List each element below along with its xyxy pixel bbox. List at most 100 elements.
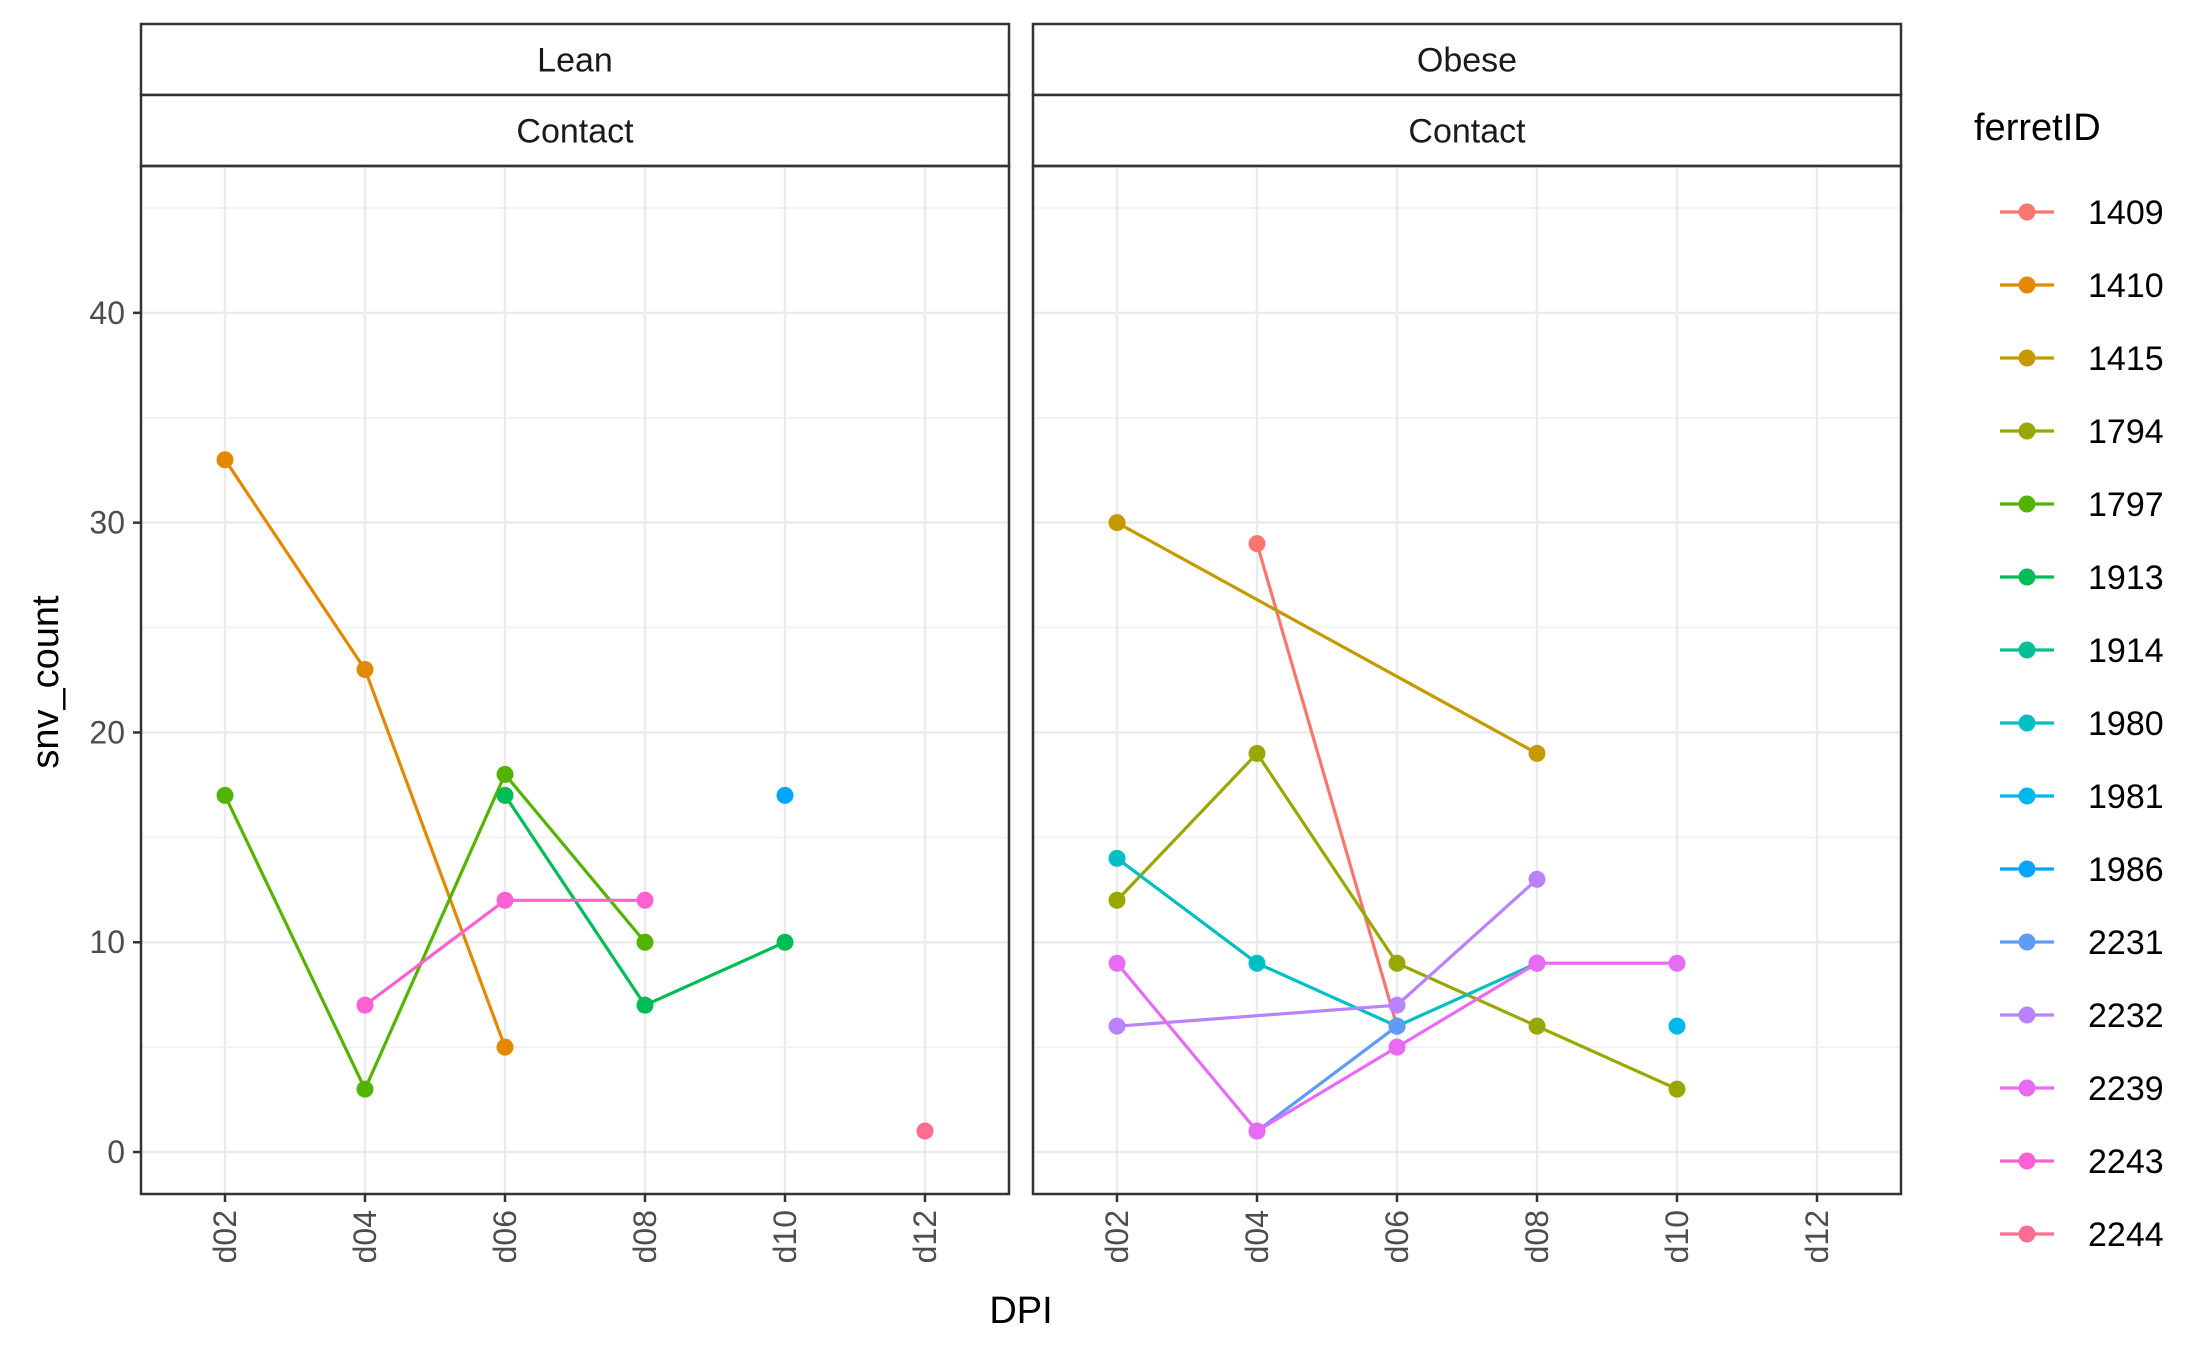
legend-key-point xyxy=(2018,714,2036,732)
legend-item-1797: 1797 xyxy=(2000,486,2164,524)
data-point-1797 xyxy=(496,765,514,783)
data-point-2243 xyxy=(356,996,374,1014)
x-tick-label: d08 xyxy=(627,1210,663,1263)
data-point-2239 xyxy=(1528,954,1546,972)
legend-label: 1981 xyxy=(2088,778,2164,816)
data-point-1410 xyxy=(496,1038,514,1056)
legend-item-1409: 1409 xyxy=(2000,194,2164,232)
legend-label: 2239 xyxy=(2088,1070,2164,1108)
data-point-2232 xyxy=(1388,996,1406,1014)
data-point-1410 xyxy=(216,451,234,469)
facet-substrip-background xyxy=(1031,93,1903,168)
facet-strip-background xyxy=(1031,22,1903,97)
y-tick-label: 40 xyxy=(89,295,125,331)
legend-item-2232: 2232 xyxy=(2000,997,2164,1035)
data-point-2243 xyxy=(636,891,654,909)
legend-label: 2231 xyxy=(2088,924,2164,962)
legend-key-point xyxy=(2018,787,2036,805)
x-tick-label: d06 xyxy=(487,1210,523,1263)
data-point-2231 xyxy=(1388,1017,1406,1035)
data-point-1410 xyxy=(356,661,374,679)
legend-label: 1410 xyxy=(2088,267,2164,305)
data-point-2239 xyxy=(1388,1038,1406,1056)
legend-key-point xyxy=(2018,1006,2036,1024)
data-point-1980 xyxy=(1108,849,1126,867)
legend-key-point xyxy=(2018,203,2036,221)
legend-item-2244: 2244 xyxy=(2000,1216,2164,1254)
legend-item-1981: 1981 xyxy=(2000,778,2164,816)
data-point-2239 xyxy=(1108,954,1126,972)
legend-key-point xyxy=(2018,422,2036,440)
legend-key-point xyxy=(2018,276,2036,294)
legend-label: 1409 xyxy=(2088,194,2164,232)
data-point-1797 xyxy=(356,1080,374,1098)
legend-label: 1980 xyxy=(2088,705,2164,743)
x-tick-label: d10 xyxy=(1659,1210,1695,1263)
data-point-1981 xyxy=(1668,1017,1686,1035)
data-point-1794 xyxy=(1668,1080,1686,1098)
legend-key-point xyxy=(2018,1152,2036,1170)
panel-obese: Obese Contact d02 d04 d06 d08 d10 d12 xyxy=(1031,22,1903,1263)
legend-item-2231: 2231 xyxy=(2000,924,2164,962)
legend-label: 1913 xyxy=(2088,559,2164,597)
legend-item-1794: 1794 xyxy=(2000,413,2164,451)
data-point-2243 xyxy=(496,891,514,909)
x-tick-label: d10 xyxy=(767,1210,803,1263)
panel-lean: Lean Contact d02 d04 d06 d08 d10 d12 xyxy=(139,22,1011,1263)
data-point-1415 xyxy=(1528,744,1546,762)
data-point-1794 xyxy=(1108,891,1126,909)
legend-label: 1986 xyxy=(2088,851,2164,889)
data-point-2232 xyxy=(1528,870,1546,888)
legend-item-1986: 1986 xyxy=(2000,851,2164,889)
y-tick-label: 20 xyxy=(89,714,125,750)
data-point-1980 xyxy=(1248,954,1266,972)
facet-substrip-label: Contact xyxy=(516,113,634,151)
y-axis: 0 10 20 30 40 xyxy=(89,295,141,1170)
y-tick-label: 30 xyxy=(89,505,125,541)
facet-substrip-background xyxy=(139,93,1011,168)
facet-strip-background xyxy=(139,22,1011,97)
facet-substrip-label: Contact xyxy=(1408,113,1526,151)
legend-item-1410: 1410 xyxy=(2000,267,2164,305)
legend-label: 2232 xyxy=(2088,997,2164,1035)
data-point-1797 xyxy=(216,786,234,804)
data-point-1794 xyxy=(1248,744,1266,762)
legend-key-point xyxy=(2018,1079,2036,1097)
data-point-1913 xyxy=(496,786,514,804)
x-tick-label: d08 xyxy=(1519,1210,1555,1263)
legend-label: 2243 xyxy=(2088,1143,2164,1181)
facet-strip-label: Lean xyxy=(537,42,613,80)
y-axis-title: snv_count xyxy=(25,595,67,769)
panel-border xyxy=(139,164,1011,1196)
x-tick-label: d04 xyxy=(347,1210,383,1263)
legend-item-1980: 1980 xyxy=(2000,705,2164,743)
data-point-2239 xyxy=(1668,954,1686,972)
data-point-1415 xyxy=(1108,514,1126,532)
series-line-2231 xyxy=(1256,1024,1398,1133)
legend-key-point xyxy=(2018,860,2036,878)
data-point-1794 xyxy=(1388,954,1406,972)
x-tick-label: d06 xyxy=(1379,1210,1415,1263)
x-axis-title: DPI xyxy=(989,1290,1052,1332)
legend-item-2239: 2239 xyxy=(2000,1070,2164,1108)
legend-key-point xyxy=(2018,641,2036,659)
legend-title: ferretID xyxy=(1974,107,2101,149)
legend-label: 1794 xyxy=(2088,413,2164,451)
data-point-1794 xyxy=(1528,1017,1546,1035)
series-line-1415 xyxy=(1116,521,1538,755)
data-point-1797 xyxy=(636,933,654,951)
legend-key-point xyxy=(2018,495,2036,513)
x-tick-label: d12 xyxy=(907,1210,943,1263)
legend: ferretID 1409 1410 1415 1794 1797 1913 1914 198… xyxy=(1974,107,2164,1254)
legend-key-point xyxy=(2018,933,2036,951)
x-tick-label: d02 xyxy=(1099,1210,1135,1263)
panels: Lean Contact d02 d04 d06 d08 d10 d12 Obese Contac… xyxy=(139,22,1903,1263)
series-line-1409 xyxy=(1255,543,1399,1027)
data-point-2232 xyxy=(1108,1017,1126,1035)
legend-label: 1797 xyxy=(2088,486,2164,524)
data-point-1409 xyxy=(1248,535,1266,553)
legend-key-point xyxy=(2018,1225,2036,1243)
legend-item-2243: 2243 xyxy=(2000,1143,2164,1181)
